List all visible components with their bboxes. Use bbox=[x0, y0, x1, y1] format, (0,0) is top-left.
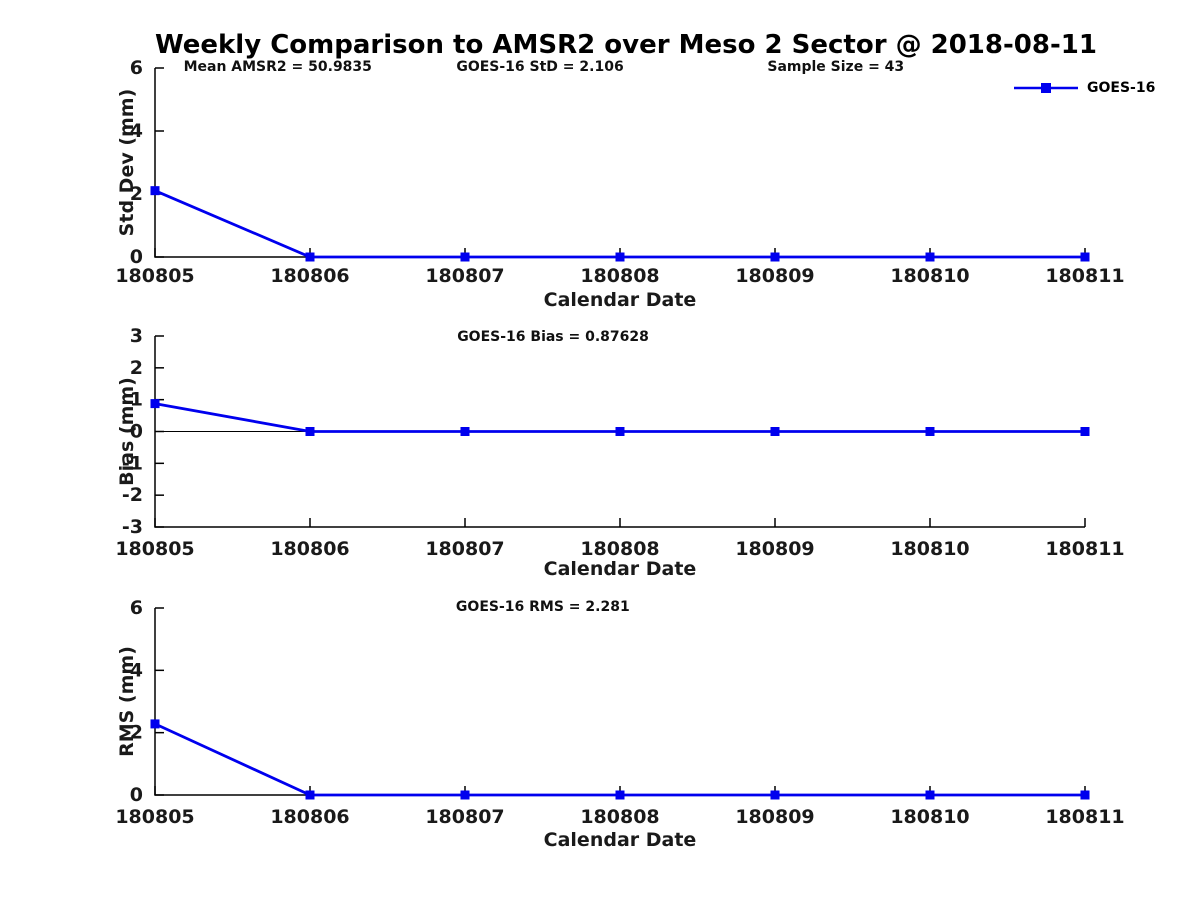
x-tick-label: 180807 bbox=[425, 806, 504, 828]
data-point-marker bbox=[1080, 252, 1090, 262]
subplot-std-dev-mm-: 0 2 4 6 180805 180806 180807 180808 180809 180810… bbox=[115, 57, 1124, 311]
series-line bbox=[154, 189, 1085, 259]
y-tick-label: 4 bbox=[130, 120, 143, 142]
x-axis-label: Calendar Date bbox=[544, 558, 697, 580]
y-tick-label: 0 bbox=[130, 246, 143, 268]
subplot-bias-mm-: -3 -2 -1 0 1 2 3 180805 180806 180807 180808 180809… bbox=[115, 325, 1124, 580]
data-point-marker bbox=[460, 790, 470, 800]
y-axis-label: RMS (mm) bbox=[116, 646, 138, 757]
annotation-text: GOES-16 StD = 2.106 bbox=[456, 59, 623, 75]
y-tick-label: -1 bbox=[122, 452, 143, 474]
annotation-text: Sample Size = 43 bbox=[767, 59, 904, 75]
x-tick-label: 180806 bbox=[270, 806, 349, 828]
data-point-marker bbox=[770, 252, 780, 262]
x-tick-label: 180810 bbox=[890, 538, 969, 560]
page-title: Weekly Comparison to AMSR2 over Meso 2 S… bbox=[155, 30, 1097, 60]
x-tick-label: 180807 bbox=[425, 265, 504, 287]
x-tick-label: 180806 bbox=[270, 538, 349, 560]
legend: GOES-16 bbox=[1012, 80, 1155, 96]
x-tick-label: 180810 bbox=[890, 806, 969, 828]
annotation-text: GOES-16 Bias = 0.87628 bbox=[457, 329, 649, 345]
x-tick-label: 180809 bbox=[735, 538, 814, 560]
data-point-marker bbox=[460, 427, 470, 436]
data-point-marker bbox=[925, 427, 935, 436]
data-point-marker bbox=[615, 790, 625, 800]
x-tick-label: 180809 bbox=[735, 265, 814, 287]
x-tick-label: 180811 bbox=[1045, 265, 1124, 287]
annotation-text: Mean AMSR2 = 50.9835 bbox=[184, 59, 372, 75]
annotation-text: GOES-16 RMS = 2.281 bbox=[456, 599, 630, 615]
y-tick-label: 2 bbox=[130, 183, 143, 205]
x-tick-label: 180807 bbox=[425, 538, 504, 560]
y-axis-label: Std Dev (mm) bbox=[116, 89, 138, 237]
data-point-marker bbox=[150, 186, 160, 196]
legend-label: GOES-16 bbox=[1087, 80, 1156, 96]
x-tick-label: 180811 bbox=[1045, 538, 1124, 560]
x-tick-label: 180806 bbox=[270, 265, 349, 287]
data-point-marker bbox=[1080, 427, 1090, 436]
x-axis-label: Calendar Date bbox=[544, 289, 697, 311]
x-tick-label: 180810 bbox=[890, 265, 969, 287]
x-tick-label: 180805 bbox=[115, 806, 194, 828]
data-point-marker bbox=[925, 790, 935, 800]
y-tick-label: 3 bbox=[130, 325, 143, 347]
subplot-rms-mm-: 0 2 4 6 180805 180806 180807 180808 180809 180810… bbox=[115, 597, 1124, 851]
y-tick-label: -3 bbox=[122, 516, 143, 538]
axis-spines bbox=[154, 68, 1085, 258]
y-axis-label: Bias (mm) bbox=[116, 377, 138, 486]
x-tick-label: 180809 bbox=[735, 806, 814, 828]
data-point-marker bbox=[770, 790, 780, 800]
x-tick-label: 180808 bbox=[580, 806, 659, 828]
x-tick-label: 180808 bbox=[580, 265, 659, 287]
y-tick-label: 1 bbox=[130, 389, 143, 411]
y-tick-label: -2 bbox=[122, 484, 143, 506]
y-tick-label: 2 bbox=[130, 722, 143, 744]
x-axis-label: Calendar Date bbox=[544, 829, 697, 851]
data-point-marker bbox=[305, 790, 315, 800]
data-point-marker bbox=[305, 427, 315, 436]
data-point-marker bbox=[615, 427, 625, 436]
data-point-marker bbox=[615, 252, 625, 262]
y-tick-label: 4 bbox=[130, 659, 143, 681]
series-line bbox=[154, 722, 1085, 797]
data-point-marker bbox=[1080, 790, 1090, 800]
legend-square-marker-icon bbox=[1041, 83, 1051, 93]
data-point-marker bbox=[460, 252, 470, 262]
y-tick-label: 2 bbox=[130, 357, 143, 379]
x-tick-label: 180805 bbox=[115, 538, 194, 560]
y-tick-label: 6 bbox=[130, 597, 143, 619]
y-tick-label: 6 bbox=[130, 57, 143, 79]
data-point-marker bbox=[150, 719, 160, 729]
data-point-marker bbox=[305, 252, 315, 262]
data-point-marker bbox=[770, 427, 780, 436]
x-tick-label: 180811 bbox=[1045, 806, 1124, 828]
data-point-marker bbox=[150, 399, 160, 409]
axis-spines bbox=[154, 608, 1085, 796]
x-tick-label: 180805 bbox=[115, 265, 194, 287]
y-tick-label: 0 bbox=[130, 421, 143, 443]
legend-swatch bbox=[1014, 83, 1078, 93]
data-point-marker bbox=[925, 252, 935, 262]
x-tick-label: 180808 bbox=[580, 538, 659, 560]
y-tick-label: 0 bbox=[130, 784, 143, 806]
